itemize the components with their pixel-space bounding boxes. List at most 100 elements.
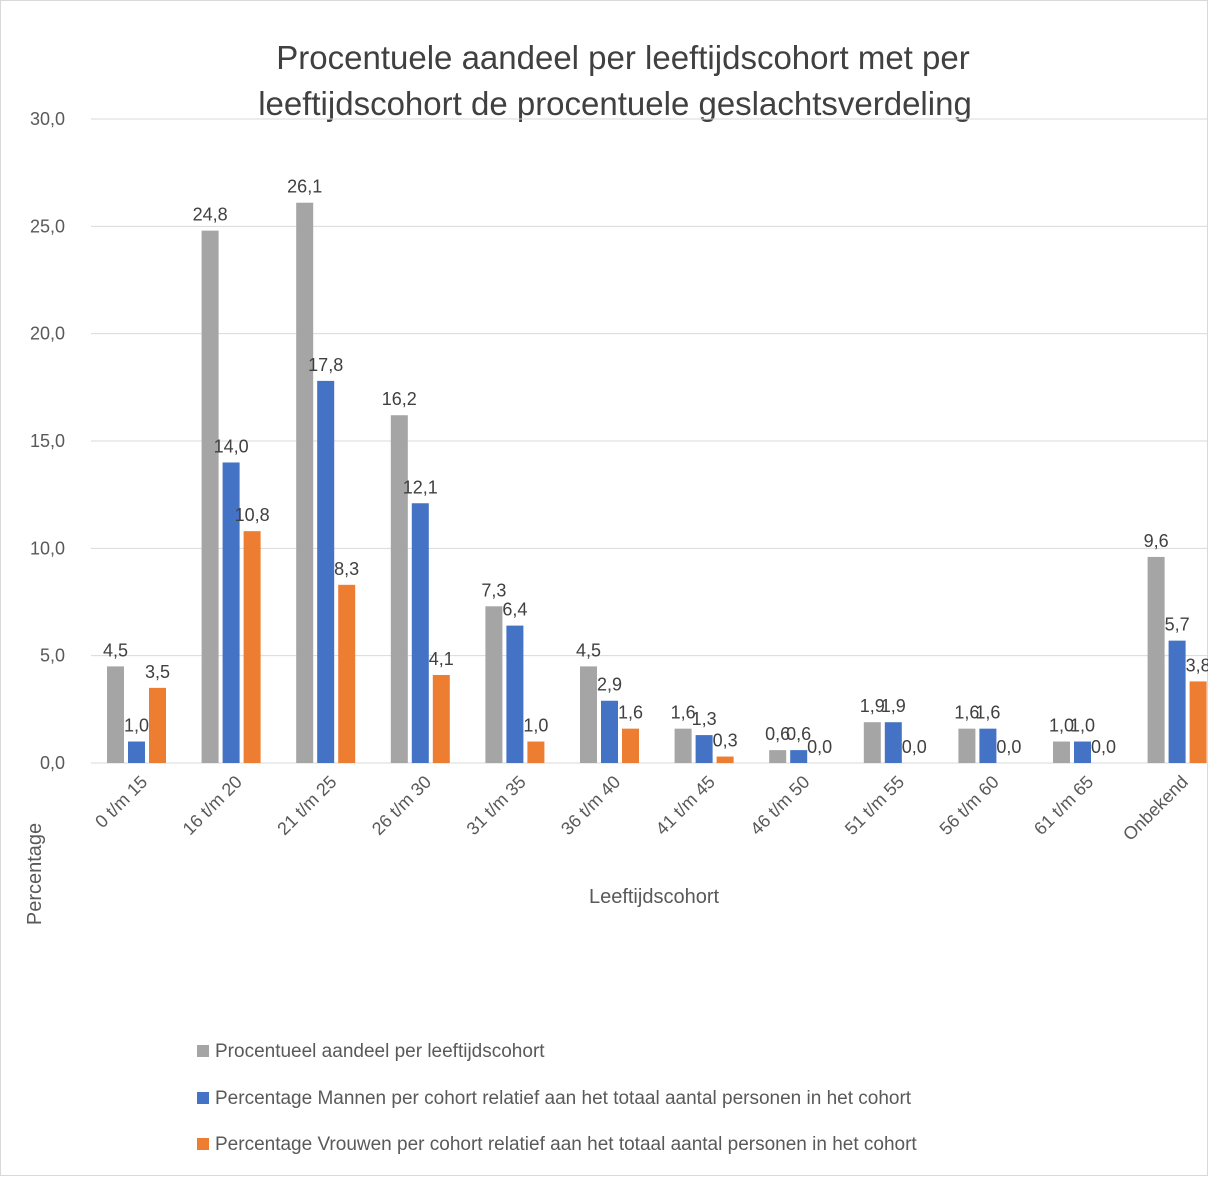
bar	[1189, 681, 1207, 763]
legend: Procentueel aandeel per leeftijdscohort …	[197, 1041, 917, 1155]
data-label: 12,1	[403, 477, 438, 497]
legend-item: Percentage Mannen per cohort relatief aa…	[197, 1088, 912, 1109]
x-tick-label: 0 t/m 15	[91, 772, 151, 832]
data-label: 6,4	[502, 600, 527, 620]
bar	[317, 380, 335, 763]
data-label: 2,9	[597, 675, 622, 695]
data-label: 9,6	[1144, 531, 1169, 551]
x-axis-ticks: 0 t/m 15 16 t/m 20 21 t/m 25 26 t/m 30 31 t/…	[91, 772, 1192, 845]
legend-label: Percentage Vrouwen per cohort relatief a…	[215, 1134, 917, 1155]
y-tick-label: 25,0	[30, 216, 65, 236]
bar	[222, 462, 240, 763]
bar	[243, 531, 261, 763]
bar	[128, 741, 145, 763]
y-tick-label: 15,0	[30, 431, 65, 451]
data-label: 24,8	[193, 205, 228, 225]
bar	[863, 722, 881, 763]
x-tick-label: 26 t/m 30	[368, 772, 435, 839]
data-label: 1,0	[523, 716, 548, 736]
x-tick-label: 36 t/m 40	[557, 772, 624, 839]
x-tick-label: 61 t/m 65	[1030, 772, 1097, 839]
chart-title-line-1: Procentuele aandeel per leeftijdscohort …	[276, 39, 969, 76]
legend-swatch	[197, 1092, 209, 1104]
bar	[432, 674, 450, 763]
x-tick-label: 51 t/m 55	[841, 772, 908, 839]
legend-swatch	[197, 1045, 209, 1057]
bar	[979, 728, 997, 763]
x-tick-label: 46 t/m 50	[746, 772, 813, 839]
bar	[674, 728, 692, 763]
bar	[506, 625, 524, 763]
legend-label: Procentueel aandeel per leeftijdscohort	[215, 1041, 545, 1062]
data-label: 17,8	[308, 355, 343, 375]
bar	[527, 741, 545, 763]
y-axis-label: Percentage	[24, 823, 46, 925]
bar	[695, 735, 713, 763]
legend-item: Percentage Vrouwen per cohort relatief a…	[197, 1134, 917, 1155]
bar	[622, 728, 639, 763]
data-label: 1,3	[692, 709, 717, 729]
bar	[1074, 741, 1091, 763]
data-label: 0,0	[807, 737, 832, 757]
y-tick-label: 30,0	[30, 109, 65, 129]
bar	[790, 750, 808, 763]
data-label: 4,5	[103, 640, 128, 660]
x-tick-label: 41 t/m 45	[652, 772, 719, 839]
legend-label: Percentage Mannen per cohort relatief aa…	[215, 1088, 912, 1109]
bar	[411, 503, 429, 763]
data-label: 0,0	[996, 737, 1021, 757]
bar	[1147, 556, 1165, 763]
bar	[580, 666, 597, 763]
bar	[149, 687, 166, 763]
bar	[485, 606, 503, 763]
bar	[958, 728, 976, 763]
data-label: 14,0	[214, 436, 249, 456]
x-tick-label: Onbekend	[1119, 772, 1192, 845]
x-tick-label: 16 t/m 20	[179, 772, 246, 839]
bar	[716, 756, 734, 763]
data-label: 1,6	[618, 703, 643, 723]
data-label: 10,8	[235, 505, 270, 525]
bar	[769, 750, 787, 763]
data-label: 26,1	[287, 177, 322, 197]
bar	[390, 415, 408, 763]
data-labels: 4,5 1,0 3,5 24,8 14,0 10,8 26,1 17,8 8,3 16,2 12,1…	[103, 177, 1208, 757]
data-label: 3,5	[145, 662, 170, 682]
data-label: 0,6	[765, 724, 790, 744]
data-label: 3,8	[1186, 655, 1208, 675]
x-tick-label: 21 t/m 25	[273, 772, 340, 839]
data-label: 0,0	[1091, 737, 1116, 757]
data-label: 1,0	[1070, 716, 1095, 736]
bar	[1168, 640, 1186, 763]
bar	[338, 584, 356, 763]
gridlines	[91, 118, 1208, 764]
data-label: 4,5	[576, 640, 601, 660]
data-label: 0,6	[786, 724, 811, 744]
x-tick-label: 31 t/m 35	[463, 772, 530, 839]
x-tick-label: 56 t/m 60	[936, 772, 1003, 839]
data-label: 0,3	[713, 731, 738, 751]
data-label: 16,2	[382, 389, 417, 409]
data-label: 1,0	[1049, 716, 1074, 736]
x-axis-label: Leeftijdscohort	[589, 886, 720, 908]
chart-title-line-2: leeftijdscohort de procentuele geslachts…	[258, 85, 972, 122]
y-tick-label: 10,0	[30, 538, 65, 558]
legend-swatch	[197, 1138, 209, 1150]
data-label: 1,9	[881, 696, 906, 716]
y-tick-label: 20,0	[30, 324, 65, 344]
bar	[1053, 741, 1070, 763]
data-label: 8,3	[334, 559, 359, 579]
data-label: 1,6	[975, 703, 1000, 723]
data-label: 1,6	[671, 703, 696, 723]
bar	[884, 722, 902, 763]
data-label: 1,6	[954, 703, 979, 723]
bar	[296, 202, 314, 764]
bar	[601, 700, 618, 763]
data-label: 7,3	[481, 580, 506, 600]
y-tick-label: 5,0	[40, 646, 65, 666]
data-label: 1,9	[860, 696, 885, 716]
data-label: 4,1	[429, 649, 454, 669]
legend-item: Procentueel aandeel per leeftijdscohort	[197, 1041, 545, 1062]
